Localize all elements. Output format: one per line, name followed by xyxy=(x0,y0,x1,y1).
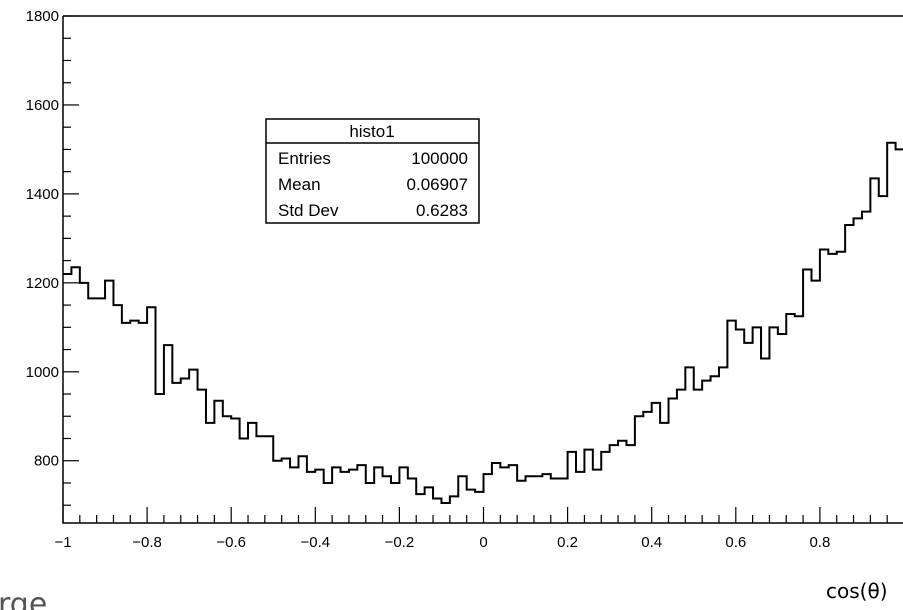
x-tick-label: −1 xyxy=(54,534,71,551)
stats-box-frame xyxy=(265,118,480,224)
x-tick-label: −0.8 xyxy=(132,534,162,551)
y-tick-label: 1800 xyxy=(26,8,59,25)
stats-mean-label: Mean xyxy=(278,175,321,194)
x-tick-label: 0.2 xyxy=(557,534,578,551)
stats-entries-value: 100000 xyxy=(411,149,468,168)
partial-cut-text: rge xyxy=(0,587,47,610)
stats-stddev-value: 0.6283 xyxy=(416,201,468,220)
histogram-line xyxy=(63,141,903,504)
y-tick-label: 1000 xyxy=(26,364,59,381)
y-tick-label: 1600 xyxy=(26,97,59,114)
x-tick-label: −0.6 xyxy=(216,534,246,551)
stats-entries-label: Entries xyxy=(278,149,331,168)
x-axis-title: cos(θ) xyxy=(826,579,888,603)
x-tick-label: −0.4 xyxy=(300,534,330,551)
stats-mean-value: 0.06907 xyxy=(407,175,468,194)
x-tick-label: 0.6 xyxy=(725,534,746,551)
x-tick-label: −0.2 xyxy=(385,534,415,551)
y-tick-label: 800 xyxy=(34,453,59,470)
stats-stddev-label: Std Dev xyxy=(278,201,339,220)
x-tick-label: 0 xyxy=(479,534,487,551)
y-tick-label: 1400 xyxy=(26,186,59,203)
plot-frame xyxy=(62,15,903,524)
stats-box-title: histo1 xyxy=(349,122,394,141)
stats-box: histo1 Entries 100000 Mean 0.06907 Std D… xyxy=(265,118,480,224)
y-axis-ticks: 800 1000 1200 1400 1600 1800 xyxy=(26,8,79,506)
x-tick-label: 0.4 xyxy=(641,534,662,551)
x-tick-label: 0.8 xyxy=(809,534,830,551)
y-tick-label: 1200 xyxy=(26,275,59,292)
x-axis-ticks: −1 −0.8 −0.6 −0.4 −0.2 0 0.2 0.4 0.6 0.8 xyxy=(54,507,888,551)
